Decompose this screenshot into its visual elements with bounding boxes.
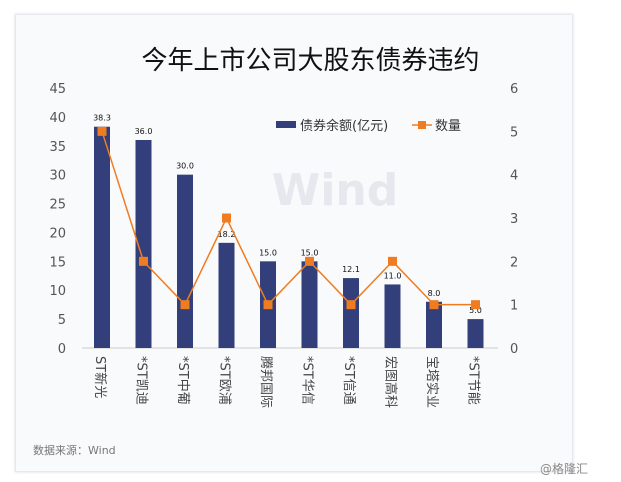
y2-tick-label: 5: [510, 125, 518, 140]
count-line: [101, 131, 476, 306]
count-marker: [471, 300, 480, 310]
data-label: 36.0: [135, 127, 153, 136]
y-tick-label: 20: [49, 226, 66, 241]
y2-tick-label: 6: [510, 82, 518, 97]
y-tick-label: 35: [49, 140, 66, 155]
x-tick-label: *ST华信: [300, 356, 315, 405]
data-label: 11.0: [384, 271, 402, 280]
bar: [426, 301, 442, 348]
y-tick-label: 40: [49, 111, 66, 126]
x-tick-label: *ST欧浦: [217, 356, 232, 405]
x-tick-label: *ST信通: [341, 356, 356, 405]
legend-bar-swatch: [276, 121, 296, 128]
bar: [343, 278, 359, 348]
data-label: 15.0: [301, 248, 319, 257]
data-label: 15.0: [259, 248, 277, 257]
chart-title: 今年上市公司大股东债券违约: [141, 46, 480, 76]
data-label: 30.0: [176, 162, 194, 171]
data-label: 5.0: [469, 306, 482, 315]
y2-tick-label: 3: [510, 212, 518, 227]
bar: [135, 140, 152, 348]
count-marker: [97, 126, 107, 136]
source-note: 数据来源：Wind: [33, 444, 116, 457]
bar: [467, 319, 484, 348]
y-tick-label: 15: [49, 255, 66, 270]
x-tick-label: 宏图高科: [383, 356, 399, 408]
count-marker: [180, 300, 190, 310]
bar: [177, 174, 193, 348]
y-tick-label: 10: [49, 284, 66, 299]
watermark: @格隆汇: [540, 462, 589, 476]
x-tick-label: *ST凯迪: [134, 356, 149, 405]
data-label: 12.1: [342, 265, 360, 274]
x-tick-label: 腾邦国际: [258, 356, 274, 408]
bar: [301, 261, 318, 348]
y-tick-label: 30: [49, 169, 66, 184]
data-label: 8.0: [428, 289, 441, 298]
x-tick-label: *ST节能: [466, 356, 481, 405]
count-marker: [305, 256, 314, 266]
count-marker: [139, 256, 148, 266]
count-marker: [222, 213, 231, 223]
data-label: 18.2: [218, 230, 236, 239]
y2-tick-label: 2: [510, 255, 518, 270]
legend-line-marker: [418, 121, 426, 129]
count-marker: [346, 300, 356, 310]
bar: [384, 284, 401, 348]
y2-tick-label: 0: [510, 342, 518, 357]
x-tick-label: 宝塔实业: [424, 356, 439, 408]
x-tick-label: ST新光: [92, 356, 108, 398]
count-marker: [388, 256, 397, 266]
y2-tick-label: 1: [510, 299, 518, 314]
bar: [94, 126, 110, 348]
legend-bar-label: 债券余额(亿元): [300, 118, 388, 134]
y-tick-label: 0: [58, 342, 66, 357]
x-tick-label: *ST中葡: [175, 356, 190, 405]
chart-watermark: Wind: [272, 165, 398, 216]
y-tick-label: 5: [58, 313, 66, 328]
legend-line-label: 数量: [435, 119, 461, 134]
bar: [218, 242, 235, 348]
count-marker: [263, 300, 273, 310]
y-tick-label: 45: [49, 82, 66, 97]
y2-tick-label: 4: [510, 169, 518, 184]
data-label: 38.3: [93, 114, 111, 123]
count-marker: [429, 300, 439, 310]
y-tick-label: 25: [49, 198, 66, 213]
